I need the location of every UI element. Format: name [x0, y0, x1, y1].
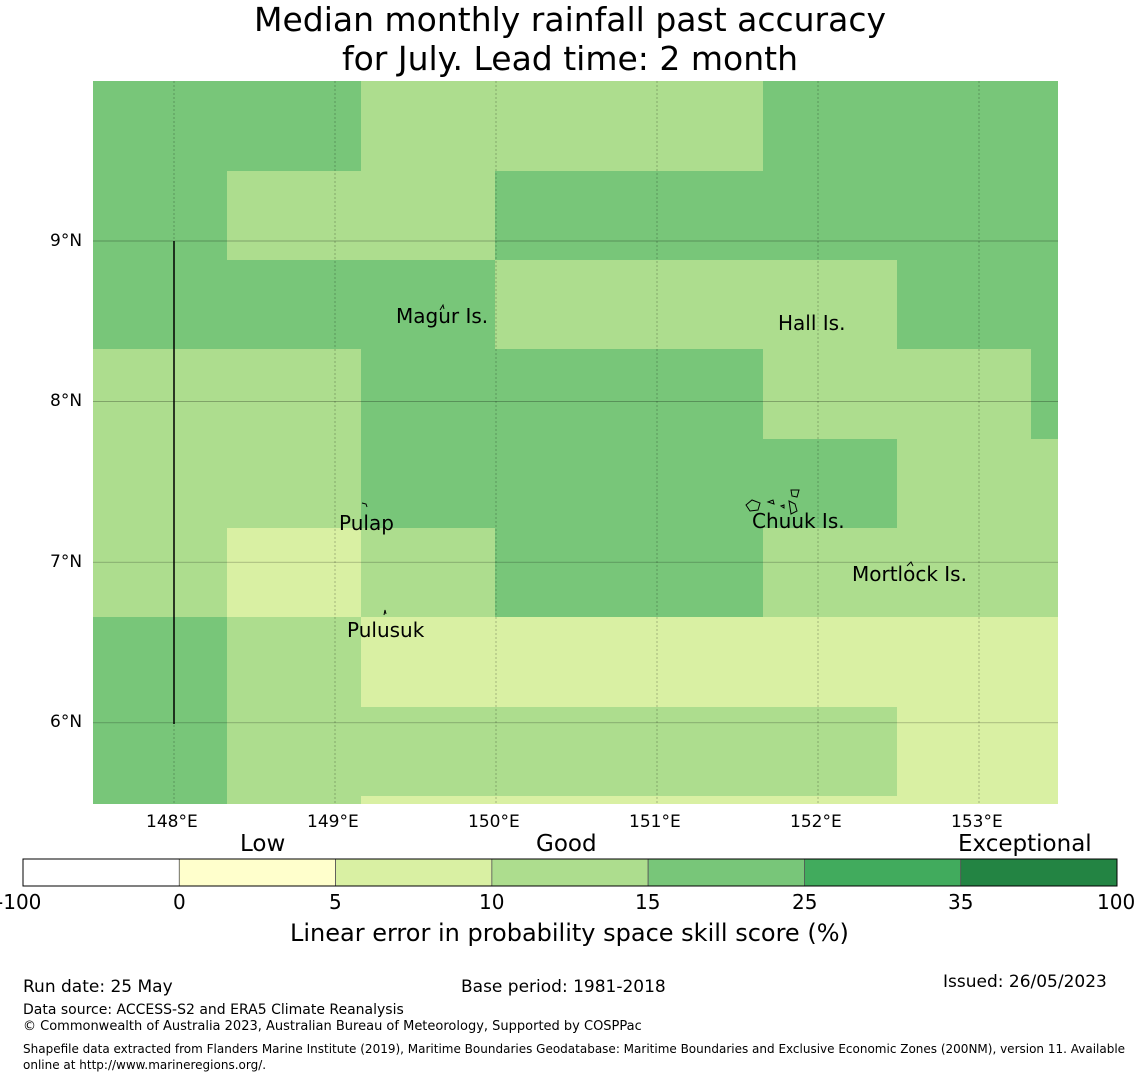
skill-cell — [763, 81, 1058, 171]
place-label-mortlock: Mortlock Is. — [852, 562, 967, 586]
category-low: Low — [240, 831, 286, 857]
skill-cell — [495, 349, 763, 439]
run-date: Run date: 25 May — [23, 977, 173, 997]
skill-cell — [897, 260, 1058, 349]
colorbar-segment — [178, 858, 336, 887]
x-tick-148: 148°E — [146, 812, 198, 832]
skill-cell — [495, 528, 763, 617]
colorbar-segment — [491, 858, 649, 887]
skill-map — [93, 81, 1058, 804]
mortlock-island-shape — [906, 561, 914, 567]
skill-cell — [495, 260, 897, 349]
skill-cell — [93, 349, 361, 528]
y-tick-6n: 6°N — [50, 712, 83, 732]
skill-cell — [227, 796, 361, 804]
colorbar-tick-35: 35 — [948, 890, 974, 914]
colorbar-segment — [335, 858, 493, 887]
skill-cell — [763, 528, 1058, 617]
place-label-pulap: Pulap — [339, 511, 394, 535]
skill-cell — [93, 81, 361, 171]
colorbar-tick-10: 10 — [479, 890, 505, 914]
x-tick-149: 149°E — [307, 812, 359, 832]
skill-cell — [93, 528, 227, 617]
place-label-chuuk: Chuuk Is. — [752, 509, 845, 533]
colorbar-tick-100: 100 — [1097, 890, 1136, 914]
colorbar-segment — [960, 858, 1118, 887]
y-tick-8n: 8°N — [50, 391, 83, 411]
skill-cell — [897, 707, 1058, 804]
colorbar-segment — [647, 858, 805, 887]
chuuk-reef-shape — [745, 489, 800, 515]
x-tick-153: 153°E — [951, 812, 1003, 832]
category-exceptional: Exceptional — [958, 831, 1092, 857]
skill-cell — [763, 349, 1031, 439]
skill-cell — [227, 171, 495, 260]
pulusuk-island-shape — [383, 609, 387, 616]
title-line-2: for July. Lead time: 2 month — [341, 39, 798, 78]
skill-cell — [1031, 349, 1058, 439]
place-label-hall: Hall Is. — [778, 311, 846, 335]
colorbar-tick-15: 15 — [635, 890, 661, 914]
skill-cell — [93, 171, 227, 260]
skill-cell — [227, 707, 897, 796]
magur-island-shape — [439, 303, 445, 311]
colorbar-title: Linear error in probability space skill … — [290, 919, 849, 947]
colorbar-tick-5: 5 — [329, 890, 342, 914]
colorbar-tick-25: 25 — [792, 890, 818, 914]
x-tick-150: 150°E — [468, 812, 520, 832]
colorbar-tick--100: -100 — [0, 890, 42, 914]
y-tick-9n: 9°N — [50, 231, 83, 251]
skill-grid-cells — [93, 81, 1058, 804]
island-outlines — [361, 303, 914, 616]
skill-cell — [361, 796, 897, 804]
shapefile-credit: Shapefile data extracted from Flanders M… — [23, 1042, 1126, 1072]
place-label-magur: Magur Is. — [396, 304, 489, 328]
base-period: Base period: 1981-2018 — [461, 977, 666, 997]
colorbar-frame — [22, 858, 1118, 887]
skill-cell — [763, 439, 897, 528]
colorbar-segment — [22, 858, 180, 887]
data-source: Data source: ACCESS-S2 and ERA5 Climate … — [23, 1002, 404, 1018]
skill-cell — [227, 617, 361, 707]
copyright: © Commonwealth of Australia 2023, Austra… — [23, 1019, 642, 1034]
skill-cell — [227, 528, 361, 617]
map-title: Median monthly rainfall past accuracy fo… — [0, 0, 1140, 78]
title-line-1: Median monthly rainfall past accuracy — [253, 0, 887, 39]
skill-cell — [93, 260, 495, 349]
y-tick-7n: 7°N — [50, 552, 83, 572]
pulap-island-shape — [361, 502, 368, 508]
skill-cell — [361, 349, 495, 528]
skill-cell — [361, 617, 1058, 707]
issued-date: Issued: 26/05/2023 — [943, 972, 1107, 992]
skill-cell — [361, 528, 495, 617]
x-tick-151: 151°E — [629, 812, 681, 832]
colorbar-tick-0: 0 — [173, 890, 186, 914]
skill-cell — [361, 81, 763, 171]
category-good: Good — [536, 831, 597, 857]
colorbar-segment — [804, 858, 962, 887]
colorbar — [22, 858, 1118, 887]
skill-cell — [495, 171, 1058, 260]
x-tick-152: 152°E — [790, 812, 842, 832]
skill-cell — [93, 617, 227, 804]
place-label-pulusuk: Pulusuk — [347, 618, 425, 642]
graticule — [93, 81, 1058, 804]
skill-cell — [897, 439, 1058, 528]
